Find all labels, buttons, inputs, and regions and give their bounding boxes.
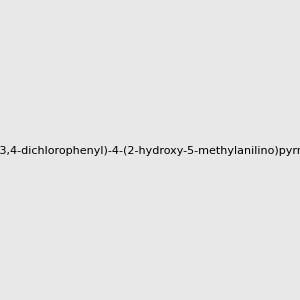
Text: 3-Chloro-1-(3,4-dichlorophenyl)-4-(2-hydroxy-5-methylanilino)pyrrole-2,5-dione: 3-Chloro-1-(3,4-dichlorophenyl)-4-(2-hyd… xyxy=(0,146,300,157)
